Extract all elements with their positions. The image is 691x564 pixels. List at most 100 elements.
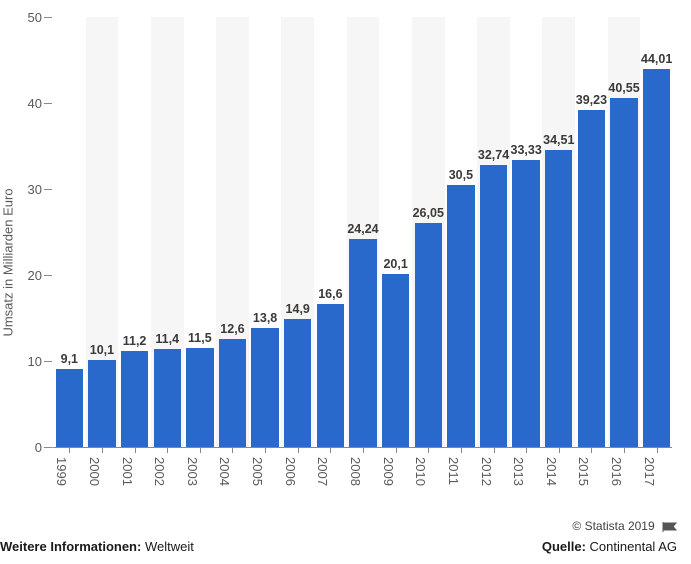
- x-tick-label: 2014: [544, 457, 559, 486]
- bar: [186, 348, 213, 447]
- y-tick-label: 30: [0, 182, 42, 197]
- bar-slot: 33,33: [510, 17, 543, 447]
- x-tick: 2005: [265, 447, 266, 453]
- bar: [382, 274, 409, 447]
- chart-footer: © Statista 2019 Weitere Informationen: W…: [0, 513, 691, 564]
- bar: [578, 110, 605, 447]
- x-tick-label: 2006: [283, 457, 298, 486]
- y-tick: 30: [0, 182, 52, 197]
- bar-slot: 11,2: [118, 17, 151, 447]
- y-tick-label: 40: [0, 96, 42, 111]
- bar: [121, 351, 148, 447]
- bar: [643, 69, 670, 447]
- x-tick: 2013: [526, 447, 527, 453]
- bar-slot: 9,1: [53, 17, 86, 447]
- x-tick-label: 2011: [446, 457, 461, 485]
- x-tick: 2004: [232, 447, 233, 453]
- y-tick-label: 50: [0, 10, 42, 25]
- x-tick-label: 2000: [87, 457, 102, 486]
- x-tick-mark: [232, 447, 233, 453]
- source-label: Quelle:: [542, 539, 586, 554]
- x-tick: 2010: [428, 447, 429, 453]
- x-tick-mark: [428, 447, 429, 453]
- bar-value-label: 44,01: [634, 52, 680, 66]
- bar: [610, 98, 637, 447]
- bar-series: 9,110,111,211,411,512,613,814,916,624,24…: [53, 18, 672, 447]
- bar: [88, 360, 115, 447]
- x-tick: 2006: [298, 447, 299, 453]
- bar-slot: 30,5: [445, 17, 478, 447]
- bar: [447, 185, 474, 447]
- bar: [317, 304, 344, 447]
- x-tick: 2016: [624, 447, 625, 453]
- x-tick-mark: [526, 447, 527, 453]
- x-tick-label: 2017: [642, 457, 657, 486]
- plot-area: 9,110,111,211,411,512,613,814,916,624,24…: [52, 18, 672, 448]
- bar: [154, 349, 181, 447]
- x-tick-mark: [396, 447, 397, 453]
- bar-slot: 44,01: [640, 17, 673, 447]
- y-tick: 40: [0, 96, 52, 111]
- x-tick: 2007: [330, 447, 331, 453]
- bar: [251, 328, 278, 447]
- more-info: Weitere Informationen: Weltweit: [0, 539, 194, 554]
- x-tick-mark: [591, 447, 592, 453]
- bar: [284, 319, 311, 447]
- x-tick-mark: [330, 447, 331, 453]
- x-tick-label: 2012: [479, 457, 494, 486]
- x-tick-label: 2009: [381, 457, 396, 486]
- x-tick-mark: [624, 447, 625, 453]
- bar-slot: 32,74: [477, 17, 510, 447]
- source-value: Continental AG: [590, 539, 677, 554]
- bar: [415, 223, 442, 447]
- x-tick-label: 2015: [576, 457, 591, 486]
- y-tick: 20: [0, 268, 52, 283]
- bar: [56, 369, 83, 447]
- x-tick-label: 2007: [315, 457, 330, 486]
- x-tick: 2015: [591, 447, 592, 453]
- flag-icon: [662, 519, 677, 533]
- x-tick: 2017: [657, 447, 658, 453]
- x-tick: 2009: [396, 447, 397, 453]
- bar: [545, 150, 572, 447]
- x-tick-mark: [559, 447, 560, 453]
- x-tick-mark: [461, 447, 462, 453]
- y-tick-mark: [44, 447, 52, 448]
- x-tick: 2008: [363, 447, 364, 453]
- x-tick-mark: [298, 447, 299, 453]
- x-tick-mark: [102, 447, 103, 453]
- y-tick-label: 0: [0, 440, 42, 455]
- y-tick-mark: [44, 103, 52, 104]
- x-tick: 1999: [69, 447, 70, 453]
- y-tick: 10: [0, 354, 52, 369]
- x-tick: 2012: [494, 447, 495, 453]
- bar-slot: 12,6: [216, 17, 249, 447]
- x-tick: 2014: [559, 447, 560, 453]
- x-tick-mark: [494, 447, 495, 453]
- x-tick: 2011: [461, 447, 462, 453]
- y-tick-label: 10: [0, 354, 42, 369]
- x-tick-label: 2003: [185, 457, 200, 486]
- bar: [219, 339, 246, 447]
- x-tick-mark: [265, 447, 266, 453]
- bar-slot: 24,24: [347, 17, 380, 447]
- source: Quelle: Continental AG: [542, 539, 677, 554]
- bar: [512, 160, 539, 447]
- x-tick-label: 2008: [348, 457, 363, 486]
- x-tick-mark: [69, 447, 70, 453]
- copyright-text: © Statista 2019: [572, 519, 654, 533]
- x-tick: 2002: [167, 447, 168, 453]
- x-tick-label: 1999: [54, 457, 69, 486]
- y-tick: 50: [0, 10, 52, 25]
- x-tick-label: 2016: [609, 457, 624, 486]
- bar-slot: 11,5: [184, 17, 217, 447]
- x-tick-label: 2001: [120, 457, 135, 486]
- x-tick-mark: [363, 447, 364, 453]
- y-tick-mark: [44, 189, 52, 190]
- copyright-line: © Statista 2019: [0, 519, 677, 533]
- x-tick-mark: [657, 447, 658, 453]
- bar-slot: 34,51: [542, 17, 575, 447]
- bar-slot: 10,1: [86, 17, 119, 447]
- y-axis-label: Umsatz in Milliarden Euro: [1, 188, 16, 336]
- bar-slot: 26,05: [412, 17, 445, 447]
